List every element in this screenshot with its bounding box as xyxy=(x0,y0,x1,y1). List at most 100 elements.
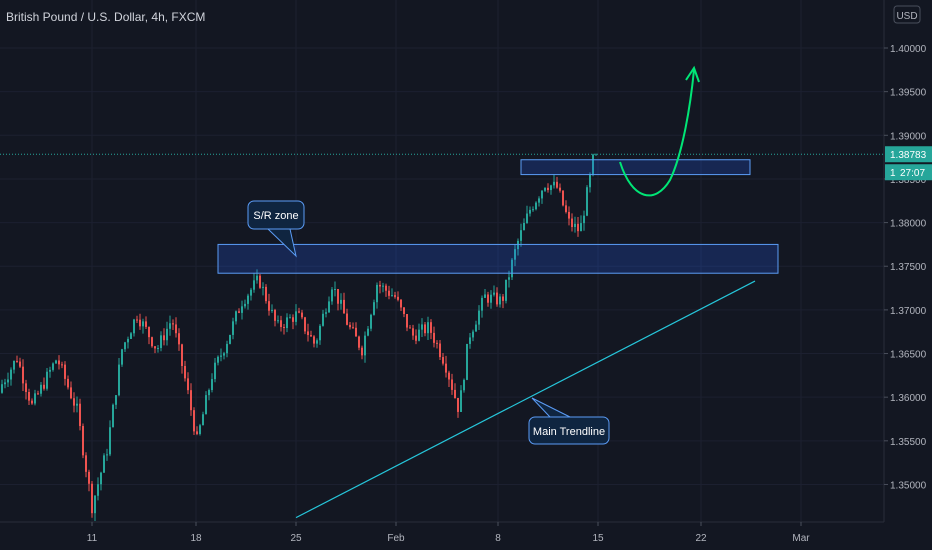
candle-body xyxy=(31,400,33,404)
candle-body xyxy=(400,299,402,308)
candle-body xyxy=(223,353,225,356)
candle-body xyxy=(235,311,237,322)
candle-body xyxy=(472,331,474,338)
candle-body xyxy=(25,383,27,392)
last-price-badge: 1.38783 xyxy=(885,146,932,163)
candle-body xyxy=(445,363,447,373)
candle-body xyxy=(370,314,372,329)
candle-body xyxy=(196,431,198,434)
candle-body xyxy=(172,323,174,325)
main-trendline[interactable] xyxy=(295,280,756,519)
candle-body xyxy=(595,154,597,156)
candle-body xyxy=(190,390,192,411)
candle-body xyxy=(313,336,315,344)
candle-body xyxy=(94,495,96,514)
candle-body xyxy=(247,295,249,304)
candle-body xyxy=(202,414,204,426)
candle-body xyxy=(229,334,231,344)
candle-body xyxy=(121,349,123,365)
candle-body xyxy=(28,391,30,401)
price-axis[interactable]: 1.40000 1.39500 1.39000 1.38500 1.38000 1.375… xyxy=(883,0,932,522)
candle-body xyxy=(244,303,246,307)
candle-body xyxy=(376,284,378,303)
candle-body xyxy=(577,223,579,232)
candle-body xyxy=(19,361,21,367)
candle-body xyxy=(454,389,456,398)
candle-body xyxy=(283,327,285,329)
candle-body xyxy=(133,319,135,334)
trendline-callout-pointer xyxy=(531,397,571,418)
candle-body xyxy=(187,378,189,391)
candle-body xyxy=(382,285,384,287)
candle-body xyxy=(271,309,273,311)
candle-body xyxy=(391,295,393,297)
candle-body xyxy=(571,218,573,228)
candle-body xyxy=(517,240,519,250)
candle-body xyxy=(565,205,567,212)
candle-body xyxy=(280,320,282,328)
candle-body xyxy=(178,333,180,345)
candle-body xyxy=(586,187,588,216)
candles xyxy=(1,153,597,521)
candle-body xyxy=(484,294,486,298)
candle-body xyxy=(496,292,498,305)
candle-body xyxy=(16,360,18,362)
time-tick-label: Feb xyxy=(387,533,405,544)
candle-body xyxy=(49,369,51,372)
candle-body xyxy=(82,426,84,456)
candle-body xyxy=(433,332,435,343)
candle-body xyxy=(430,322,432,333)
projection-arrow[interactable] xyxy=(619,69,695,197)
candle-body xyxy=(34,393,36,404)
candle-body xyxy=(379,284,381,287)
candle-body xyxy=(406,313,408,328)
candle-body xyxy=(118,364,120,396)
candle-body xyxy=(154,346,156,349)
candle-body xyxy=(418,329,420,341)
candle-body xyxy=(523,223,525,231)
chart-title: British Pound / U.S. Dollar, 4h, FXCM xyxy=(6,10,205,24)
price-tick-label: 1.39000 xyxy=(890,131,927,142)
candle-body xyxy=(250,289,252,296)
candle-body xyxy=(103,455,105,473)
candle-body xyxy=(409,327,411,329)
candle-body xyxy=(46,371,48,389)
candle-body xyxy=(58,360,60,365)
sr-zone-box[interactable] xyxy=(217,243,779,274)
candle-body xyxy=(13,360,15,370)
candle-body xyxy=(589,174,591,188)
candle-body xyxy=(157,347,159,349)
candle-body xyxy=(487,294,489,303)
time-tick-label: Mar xyxy=(792,533,810,544)
candle-body xyxy=(160,335,162,348)
price-tick-label: 1.35500 xyxy=(890,437,927,448)
candle-body xyxy=(43,384,45,389)
upper-zone-box[interactable] xyxy=(520,159,751,176)
candle-body xyxy=(166,328,168,341)
currency-label: USD xyxy=(896,11,917,22)
candle-body xyxy=(397,296,399,300)
currency-button[interactable]: USD xyxy=(893,5,921,24)
candle-body xyxy=(559,187,561,191)
candle-body xyxy=(124,342,126,350)
candle-body xyxy=(115,395,117,405)
candle-body xyxy=(442,357,444,364)
sr-zone-callout[interactable]: S/R zone xyxy=(247,200,305,258)
candle-body xyxy=(142,321,144,327)
trendline-callout[interactable]: Main Trendline xyxy=(528,397,610,445)
candle-body xyxy=(451,379,453,390)
drawings[interactable]: S/R zone Main Trendline xyxy=(0,65,884,519)
candle-body xyxy=(52,363,54,370)
currency-button-frame xyxy=(893,5,921,24)
time-axis[interactable]: 11 18 25 Feb 8 15 22 Mar xyxy=(0,521,884,544)
candle-body xyxy=(553,181,555,186)
candle-body xyxy=(151,337,153,347)
price-tick-label: 1.36000 xyxy=(890,393,927,404)
trendline-label: Main Trendline xyxy=(533,426,605,438)
trendline-callout-box xyxy=(528,416,610,445)
price-tick-label: 1.36500 xyxy=(890,350,927,361)
candle-body xyxy=(325,312,327,314)
candle-body xyxy=(226,343,228,354)
candle-body xyxy=(562,190,564,206)
